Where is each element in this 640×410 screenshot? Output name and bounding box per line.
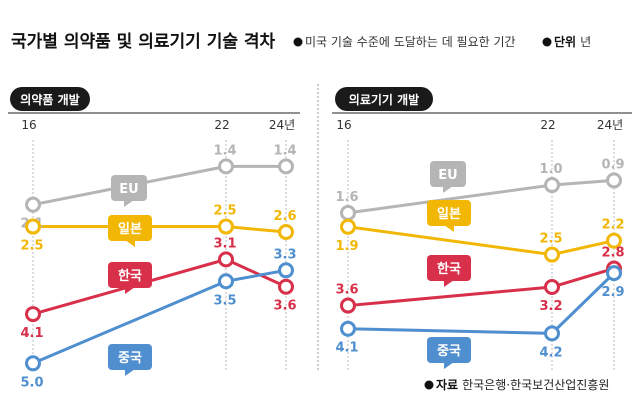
data-label-일본: 2.2: [601, 218, 624, 233]
data-point-EU: [278, 158, 294, 175]
data-label-중국: 2.9: [601, 285, 624, 300]
x-tick-label: 24년: [597, 118, 623, 132]
data-label-중국: 4.2: [539, 345, 562, 360]
data-point-EU: [25, 196, 41, 213]
unit-label: 단위: [554, 34, 576, 49]
source-note: 자료 한국은행·한국보건산업진흥원: [436, 377, 609, 392]
data-point-중국: [218, 273, 234, 290]
series-line-중국: [32, 268, 287, 365]
series-name: 한국: [437, 261, 461, 277]
data-label-일본: 2.6: [273, 209, 296, 224]
data-point-중국: [340, 320, 356, 337]
figure-note: 미국 기술 수준에 도달하는 데 필요한 기간: [305, 35, 516, 49]
series-name: 중국: [118, 351, 142, 366]
unit-value: 년: [580, 35, 591, 49]
data-label-한국: 3.6: [335, 283, 358, 298]
data-point-한국: [25, 306, 41, 323]
data-label-일본: 2.5: [20, 239, 43, 254]
data-label-일본: 1.9: [335, 239, 358, 254]
note-bullet-icon: [293, 37, 303, 47]
data-label-한국: 3.1: [213, 236, 236, 251]
panel-1: 의약품 개발162224년2.11.41.42.52.52.64.13.13.6…: [8, 87, 300, 390]
series-name: EU: [438, 168, 457, 183]
series-badge-일본: 일본: [108, 215, 152, 247]
series-line-일본: [33, 225, 287, 234]
data-point-중국: [544, 325, 560, 342]
series-line-EU: [347, 178, 615, 215]
source-bullet-icon: [424, 380, 434, 390]
data-point-일본: [25, 218, 41, 235]
series-badge-일본: 일본: [427, 200, 471, 232]
x-tick-label: 16: [21, 118, 36, 132]
series-badge-중국: 중국: [108, 344, 152, 376]
series-badge-한국: 한국: [427, 255, 471, 287]
series-badge-EU: EU: [111, 175, 147, 207]
data-point-중국: [606, 265, 622, 282]
panel-title: 의료기기 개발: [349, 92, 419, 107]
data-point-EU: [218, 158, 234, 175]
data-point-일본: [278, 224, 294, 241]
data-label-한국: 3.2: [539, 299, 562, 314]
x-tick-label: 22: [214, 118, 229, 132]
panel-tab: [335, 87, 433, 111]
series-name: 중국: [437, 344, 461, 359]
data-label-한국: 4.1: [20, 326, 43, 341]
data-point-일본: [606, 232, 622, 249]
panel-title: 의약품 개발: [20, 92, 79, 107]
data-label-한국: 3.6: [273, 299, 296, 314]
data-label-중국: 5.0: [20, 375, 43, 390]
data-point-EU: [544, 177, 560, 194]
data-point-일본: [340, 218, 356, 235]
source-text: 한국은행·한국보건산업진흥원: [462, 377, 609, 392]
series-line-일본: [347, 225, 615, 257]
series-name: 한국: [118, 268, 142, 284]
data-label-일본: 2.5: [539, 232, 562, 247]
series-line-한국: [347, 267, 615, 308]
data-label-한국: 2.8: [601, 245, 624, 260]
data-label-중국: 3.3: [273, 247, 296, 262]
series-badge-중국: 중국: [427, 337, 471, 369]
data-label-중국: 4.1: [335, 341, 358, 356]
series-line-한국: [32, 257, 287, 316]
panel-2: 의료기기 개발 16 22 24년 1.6 1.0 0.9 1.9 2.5 2.2 3.6 3.2 2.…: [317, 84, 632, 372]
data-label-중국: 3.5: [213, 293, 236, 308]
data-label-EU: 0.9: [601, 157, 624, 172]
data-label-EU: 1.4: [273, 143, 296, 158]
data-point-중국: [278, 262, 294, 279]
data-label-일본: 2.5: [213, 204, 236, 219]
data-label-EU: 1.0: [539, 162, 562, 177]
data-point-일본: [218, 218, 234, 235]
x-tick-label: 16: [336, 118, 351, 132]
data-point-EU: [340, 204, 356, 221]
figure-title: 국가별 의약품 및 의료기기 기술 격차: [11, 31, 276, 52]
series-name: 일본: [118, 222, 142, 237]
data-point-일본: [544, 246, 560, 263]
data-point-한국: [544, 279, 560, 296]
series-badge-EU: EU: [430, 161, 466, 193]
data-point-중국: [25, 355, 41, 372]
data-label-EU: 1.4: [213, 143, 236, 158]
unit-note: 단위 년: [554, 34, 591, 49]
x-tick-label: 24년: [269, 118, 295, 132]
data-label-EU: 1.6: [335, 190, 358, 205]
chart-panels: 의약품 개발162224년2.11.41.42.52.52.64.13.13.6…: [8, 84, 632, 390]
panel-tab: [10, 87, 90, 111]
source-label: 자료: [436, 377, 458, 392]
series-name: EU: [119, 182, 138, 197]
series-line-EU: [32, 164, 286, 207]
data-point-한국: [278, 278, 294, 295]
data-point-EU: [606, 172, 622, 189]
data-point-한국: [340, 297, 356, 314]
x-tick-label: 22: [540, 118, 555, 132]
series-badge-한국: 한국: [108, 262, 152, 294]
data-point-한국: [218, 251, 234, 268]
unit-bullet-icon: [542, 37, 552, 47]
series-name: 일본: [437, 207, 461, 222]
